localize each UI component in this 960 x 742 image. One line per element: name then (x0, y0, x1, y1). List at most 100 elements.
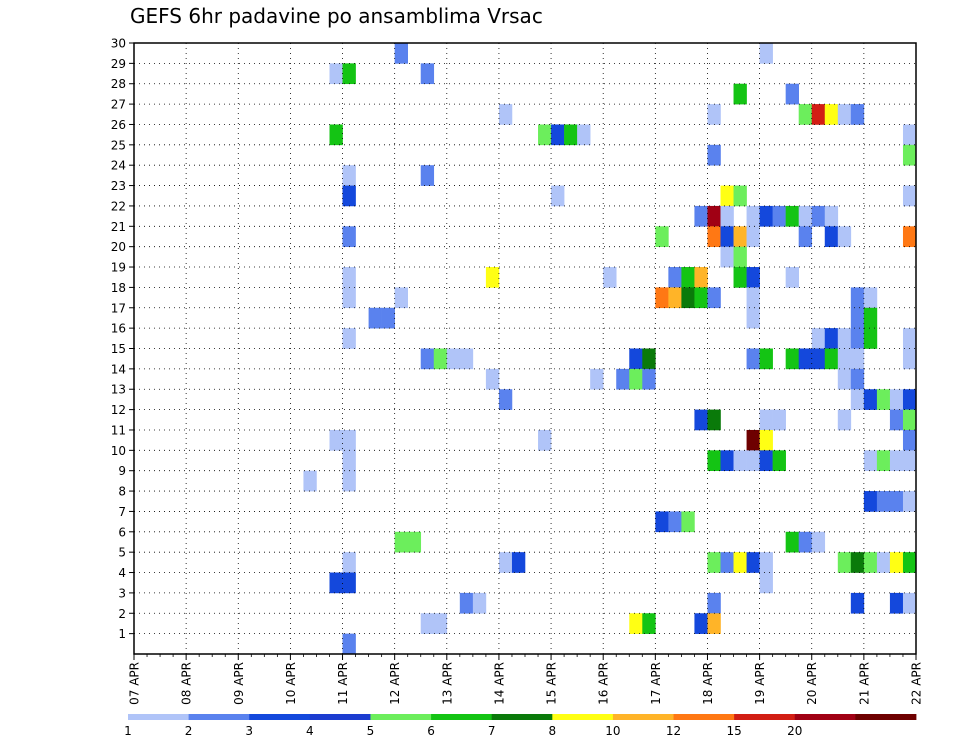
colorbar-swatch (309, 714, 371, 720)
heatmap-cell (381, 307, 395, 329)
heatmap-cell (485, 267, 500, 288)
heatmap-cell (811, 531, 826, 553)
heatmap-cell (342, 185, 356, 207)
heatmap-cell (694, 409, 708, 431)
colorbar-label: 6 (427, 724, 435, 738)
heatmap-cell (902, 389, 917, 410)
axis-layer: 1234567891011121314151617181920212223242… (111, 37, 924, 705)
heatmap-cell (785, 267, 799, 288)
heatmap-cell (746, 552, 760, 573)
heatmap-cell (759, 429, 773, 451)
heatmap-cell (420, 63, 435, 85)
heatmap-cell (655, 226, 669, 247)
heatmap-cell (472, 592, 487, 614)
heatmap-cell (733, 246, 747, 268)
x-tick-label: 16 APR (597, 662, 611, 705)
colorbar-label: 4 (306, 724, 314, 738)
heatmap-cell (863, 552, 878, 573)
heatmap-cell (850, 104, 865, 125)
heatmap-cell (394, 531, 408, 553)
heatmap-cell (785, 205, 799, 227)
heatmap-cell (746, 450, 760, 471)
heatmap-cell (394, 287, 408, 309)
colorbar-swatch (491, 714, 553, 720)
y-tick-label: 18 (111, 281, 126, 295)
y-tick-label: 1 (118, 627, 126, 641)
heatmap-cell (407, 531, 422, 553)
heatmap-cell (889, 450, 904, 471)
heatmap-cell (642, 368, 656, 390)
heatmap-cell (772, 450, 786, 471)
y-tick-label: 9 (118, 464, 126, 478)
heatmap-cell (837, 348, 852, 370)
x-tick-label: 20 APR (805, 662, 819, 705)
heatmap-cell (889, 491, 904, 512)
heatmap-cell (759, 348, 773, 370)
heatmap-cell (850, 552, 865, 573)
x-tick-label: 21 APR (857, 662, 871, 705)
colorbar: 1 2 3 4 5 6 7 8 10 12 15 20 (124, 714, 917, 738)
heatmap-cell (889, 389, 904, 410)
heatmap-cell (876, 389, 891, 410)
heatmap-cell (707, 226, 721, 247)
heatmap-cell (785, 83, 799, 105)
colorbar-label: 12 (666, 724, 681, 738)
heatmap-cell (642, 348, 656, 370)
colorbar-swatch (370, 714, 432, 720)
heatmap-cell (655, 511, 669, 533)
colorbar-label: 10 (605, 724, 620, 738)
x-tick-label: 09 APR (232, 662, 246, 705)
heatmap-cell (733, 226, 747, 247)
heatmap-cell (642, 613, 656, 634)
heatmap-cell (759, 409, 773, 431)
heatmap-cell (902, 226, 917, 247)
heatmap-cell (329, 572, 343, 594)
heatmap-cell (720, 450, 734, 471)
heatmap-cell (694, 205, 708, 227)
x-tick-label: 18 APR (701, 662, 715, 705)
heatmap-cell (837, 368, 852, 390)
heatmap-cell (720, 552, 734, 573)
y-tick-label: 8 (118, 485, 126, 499)
heatmap-cell (733, 267, 747, 288)
heatmap-cell (746, 267, 760, 288)
heatmap-cell (681, 287, 695, 309)
heatmap-cell (668, 267, 682, 288)
heatmap-cell (342, 552, 356, 573)
colorbar-swatch (431, 714, 493, 720)
heatmap-cell (420, 613, 435, 634)
colorbar-label: 1 (124, 724, 132, 738)
heatmap-cell (811, 104, 826, 125)
colorbar-label: 20 (787, 724, 802, 738)
heatmap-cell (694, 287, 708, 309)
x-tick-label: 13 APR (440, 662, 454, 705)
heatmap-cell (681, 267, 695, 288)
heatmap-cell (772, 409, 786, 431)
x-tick-label: 10 APR (284, 662, 298, 705)
y-tick-label: 30 (111, 37, 126, 51)
heatmap-cell (798, 205, 813, 227)
heatmap-cell (811, 348, 826, 370)
heatmap-cell (759, 572, 773, 594)
heatmap-cell (551, 185, 565, 207)
grid-layer (134, 43, 916, 654)
heatmap-cell (837, 552, 852, 573)
heatmap-cell (902, 348, 917, 370)
y-tick-label: 29 (111, 57, 126, 71)
colorbar-swatch (794, 714, 856, 720)
x-tick-label: 14 APR (492, 662, 506, 705)
heatmap-cell (876, 450, 891, 471)
heatmap-cell (707, 104, 721, 125)
heatmap-cell (433, 613, 448, 634)
heatmap-cell (733, 185, 747, 207)
heatmap-cell (746, 307, 760, 329)
y-tick-label: 17 (111, 301, 126, 315)
heatmap-cell (329, 63, 343, 85)
heatmap-cell (485, 368, 500, 390)
x-tick-label: 22 APR (910, 662, 924, 705)
heatmap-cell (759, 450, 773, 471)
heatmap-cell (342, 63, 356, 85)
heatmap-cell (342, 429, 356, 451)
y-tick-label: 26 (111, 118, 126, 132)
